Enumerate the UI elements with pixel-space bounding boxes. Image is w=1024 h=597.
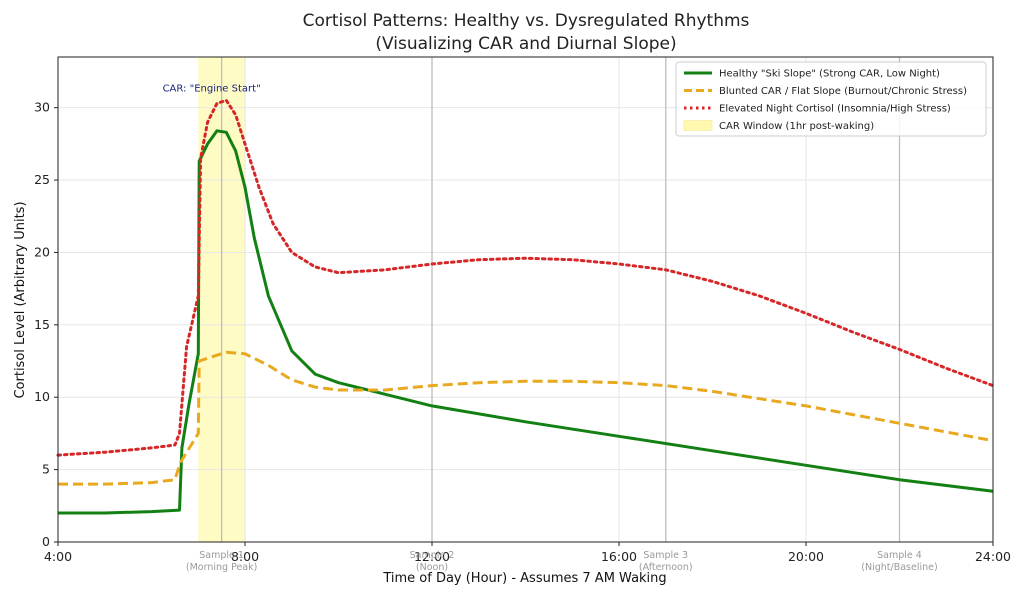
y-axis-label: Cortisol Level (Arbitrary Units): [13, 201, 28, 398]
x-tick-label: 24:00: [975, 549, 1011, 564]
sample-sublabel: (Afternoon): [639, 562, 693, 573]
y-tick-label: 20: [34, 244, 50, 259]
car-annotation: CAR: "Engine Start": [163, 83, 261, 94]
plot-area: 0 5 10 15 20 25 30 4:00 8:00 12:00 16:00 20:00 24:00…: [34, 56, 1011, 573]
y-tick-label: 30: [34, 100, 50, 115]
chart-title: Cortisol Patterns: Healthy vs. Dysregula…: [303, 11, 750, 31]
y-tick-label: 5: [42, 462, 50, 477]
legend-label-3: Elevated Night Cortisol (Insomnia/High S…: [719, 104, 951, 115]
series-line-1: [58, 129, 994, 515]
x-tick-label: 20:00: [788, 549, 824, 564]
sample-label: Sample 2: [410, 550, 455, 561]
y-tick-label: 10: [34, 389, 50, 404]
y-tick-label: 25: [34, 172, 50, 187]
legend-label-2: Blunted CAR / Flat Slope (Burnout/Chroni…: [719, 86, 967, 97]
y-tick-label: 0: [42, 534, 50, 549]
sample-label: Sample 3: [643, 550, 688, 561]
y-tick-label: 15: [34, 317, 50, 332]
sample-sublabel: (Noon): [416, 562, 448, 573]
x-tick-label: 8:00: [231, 549, 259, 564]
plot-frame: [57, 56, 994, 543]
chart-subtitle: (Visualizing CAR and Diurnal Slope): [375, 34, 676, 54]
sample-sublabel: (Morning Peak): [186, 562, 257, 573]
sample-label: Sample 1: [199, 550, 244, 561]
x-tick-label: 12:00: [414, 549, 450, 564]
sample-sublabel: (Night/Baseline): [861, 562, 937, 573]
x-axis-label: Time of Day (Hour) - Assumes 7 AM Waking: [382, 571, 666, 586]
legend: Healthy "Ski Slope" (Strong CAR, Low Nig…: [675, 61, 987, 137]
legend-box: [675, 61, 987, 137]
legend-label-1: Healthy "Ski Slope" (Strong CAR, Low Nig…: [719, 69, 940, 80]
legend-swatch-car: [683, 120, 713, 131]
legend-label-car: CAR Window (1hr post-waking): [719, 121, 874, 132]
x-tick-label: 4:00: [44, 549, 72, 564]
series-line-2: [58, 350, 994, 486]
x-tick-label: 16:00: [601, 549, 637, 564]
sample-label: Sample 4: [877, 550, 922, 561]
